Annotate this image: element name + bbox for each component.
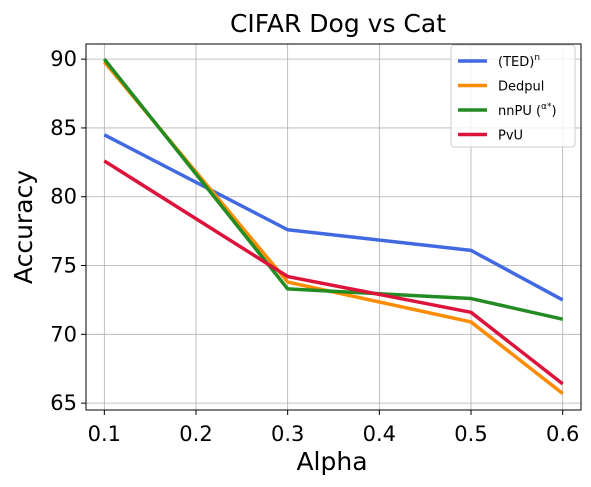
y-tick-label: 65: [50, 391, 77, 415]
x-tick-label: 0.2: [179, 422, 212, 446]
x-tick-label: 0.1: [88, 422, 121, 446]
chart-title: CIFAR Dog vs Cat: [230, 9, 446, 38]
legend-label-1: Dedpul: [498, 80, 544, 95]
x-tick-label: 0.3: [271, 422, 304, 446]
plot-frame: [85, 43, 582, 411]
x-axis-title: Alpha: [296, 447, 367, 476]
y-tick-label: 85: [50, 116, 77, 140]
x-tick-label: 0.4: [363, 422, 396, 446]
y-tick-label: 90: [50, 47, 77, 71]
y-tick-label: 80: [50, 185, 77, 209]
y-axis-ticks: 65 70 75 80 85 90: [50, 47, 86, 415]
legend-box: [450, 44, 576, 148]
x-axis-ticks: 0.1 0.2 0.3 0.4 0.5 0.6: [88, 410, 579, 446]
x-tick-label: 0.5: [454, 422, 487, 446]
legend-label-0: (TED)n: [498, 53, 540, 70]
series-line-3: [103, 159, 564, 386]
y-axis-title: Accuracy: [9, 170, 38, 284]
y-tick-label: 70: [50, 322, 77, 346]
series-line-0: [103, 133, 564, 302]
series-lines: [102, 58, 564, 395]
x-tick-label: 0.6: [546, 422, 579, 446]
y-tick-label: 75: [50, 254, 77, 278]
legend-label-3: PvU: [498, 129, 523, 144]
